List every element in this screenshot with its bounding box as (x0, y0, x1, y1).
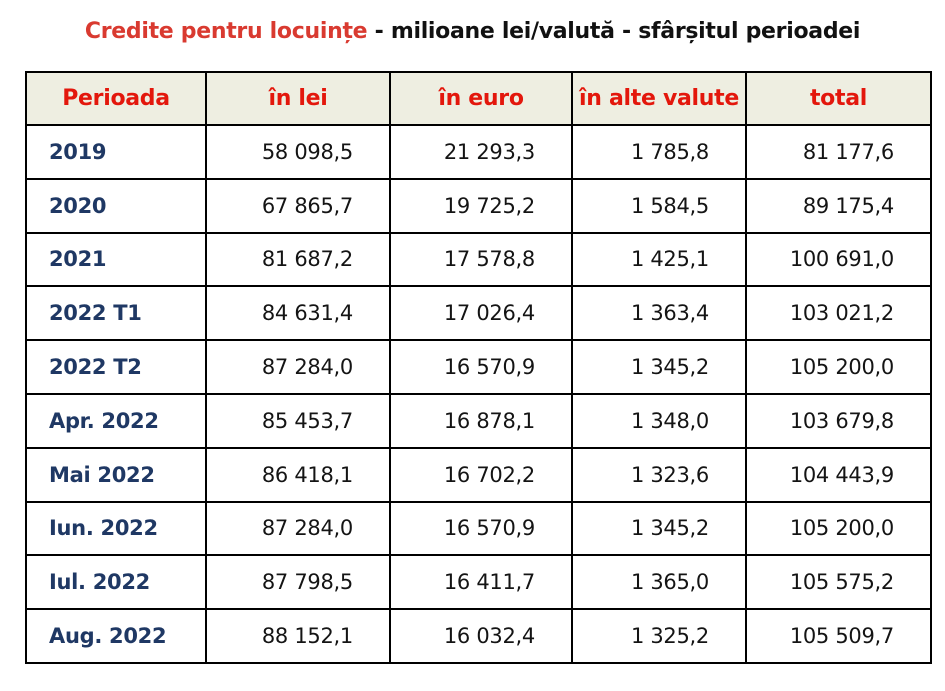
column-header-perioada: Perioada (25, 71, 207, 126)
value-cell-lei: 85 453,7 (205, 392, 391, 449)
period-cell: Mai 2022 (25, 446, 207, 503)
value-cell-lei: 84 631,4 (205, 285, 391, 342)
period-cell: 2022 T1 (25, 285, 207, 342)
value-cell-total: 103 021,2 (745, 285, 932, 342)
page-title-highlight: Credite pentru locuințe (84, 19, 368, 44)
value-cell-euro: 16 702,2 (389, 446, 573, 503)
column-header-in-alte-valute: în alte valute (571, 71, 747, 126)
value-cell-alte-valute: 1 345,2 (571, 500, 747, 557)
value-cell-euro: 21 293,3 (389, 124, 573, 180)
table-row: Iun. 2022 87 284,0 16 570,9 1 345,2 105 … (25, 500, 932, 557)
table-row: Apr. 2022 85 453,7 16 878,1 1 348,0 103 … (25, 392, 932, 449)
period-cell: Aug. 2022 (25, 608, 207, 664)
value-cell-total: 105 509,7 (745, 608, 932, 664)
period-cell: 2020 (25, 177, 207, 234)
value-cell-lei: 87 284,0 (205, 339, 391, 395)
table-header-row: Perioada în lei în euro în alte valute t… (25, 71, 932, 126)
value-cell-alte-valute: 1 345,2 (571, 339, 747, 395)
period-cell: Iun. 2022 (25, 500, 207, 557)
value-cell-total: 105 200,0 (745, 500, 932, 557)
value-cell-total: 104 443,9 (745, 446, 932, 503)
page-title-rest: - milioane lei/valută - sfârșitul perioa… (367, 19, 861, 44)
table-row: 2021 81 687,2 17 578,8 1 425,1 100 691,0 (25, 231, 932, 288)
value-cell-alte-valute: 1 325,2 (571, 608, 747, 664)
value-cell-euro: 16 878,1 (389, 392, 573, 449)
value-cell-alte-valute: 1 785,8 (571, 124, 747, 180)
credit-table: Perioada în lei în euro în alte valute t… (25, 71, 932, 664)
value-cell-total: 105 575,2 (745, 554, 932, 611)
period-cell: Iul. 2022 (25, 554, 207, 611)
value-cell-alte-valute: 1 363,4 (571, 285, 747, 342)
value-cell-euro: 16 411,7 (389, 554, 573, 611)
value-cell-lei: 88 152,1 (205, 608, 391, 664)
period-cell: Apr. 2022 (25, 392, 207, 449)
value-cell-alte-valute: 1 348,0 (571, 392, 747, 449)
column-header-in-euro: în euro (389, 71, 573, 126)
value-cell-alte-valute: 1 584,5 (571, 177, 747, 234)
value-cell-euro: 17 578,8 (389, 231, 573, 288)
value-cell-total: 81 177,6 (745, 124, 932, 180)
value-cell-alte-valute: 1 365,0 (571, 554, 747, 611)
page-title: Credite pentru locuințe - milioane lei/v… (0, 19, 945, 44)
table-row: Aug. 2022 88 152,1 16 032,4 1 325,2 105 … (25, 608, 932, 664)
value-cell-lei: 81 687,2 (205, 231, 391, 288)
period-cell: 2021 (25, 231, 207, 288)
value-cell-lei: 87 798,5 (205, 554, 391, 611)
column-header-total: total (745, 71, 932, 126)
value-cell-lei: 67 865,7 (205, 177, 391, 234)
value-cell-lei: 87 284,0 (205, 500, 391, 557)
value-cell-euro: 19 725,2 (389, 177, 573, 234)
column-header-in-lei: în lei (205, 71, 391, 126)
value-cell-alte-valute: 1 425,1 (571, 231, 747, 288)
value-cell-euro: 17 026,4 (389, 285, 573, 342)
value-cell-lei: 58 098,5 (205, 124, 391, 180)
value-cell-total: 105 200,0 (745, 339, 932, 395)
value-cell-lei: 86 418,1 (205, 446, 391, 503)
value-cell-total: 100 691,0 (745, 231, 932, 288)
value-cell-total: 89 175,4 (745, 177, 932, 234)
value-cell-total: 103 679,8 (745, 392, 932, 449)
period-cell: 2022 T2 (25, 339, 207, 395)
value-cell-euro: 16 570,9 (389, 339, 573, 395)
table-row: 2022 T2 87 284,0 16 570,9 1 345,2 105 20… (25, 339, 932, 395)
value-cell-euro: 16 570,9 (389, 500, 573, 557)
period-cell: 2019 (25, 124, 207, 180)
table-row: Iul. 2022 87 798,5 16 411,7 1 365,0 105 … (25, 554, 932, 611)
table-row: 2020 67 865,7 19 725,2 1 584,5 89 175,4 (25, 177, 932, 234)
table-row: 2022 T1 84 631,4 17 026,4 1 363,4 103 02… (25, 285, 932, 342)
table-row: Mai 2022 86 418,1 16 702,2 1 323,6 104 4… (25, 446, 932, 503)
table-body: 2019 58 098,5 21 293,3 1 785,8 81 177,6 … (25, 124, 932, 664)
table-row: 2019 58 098,5 21 293,3 1 785,8 81 177,6 (25, 124, 932, 180)
value-cell-alte-valute: 1 323,6 (571, 446, 747, 503)
value-cell-euro: 16 032,4 (389, 608, 573, 664)
